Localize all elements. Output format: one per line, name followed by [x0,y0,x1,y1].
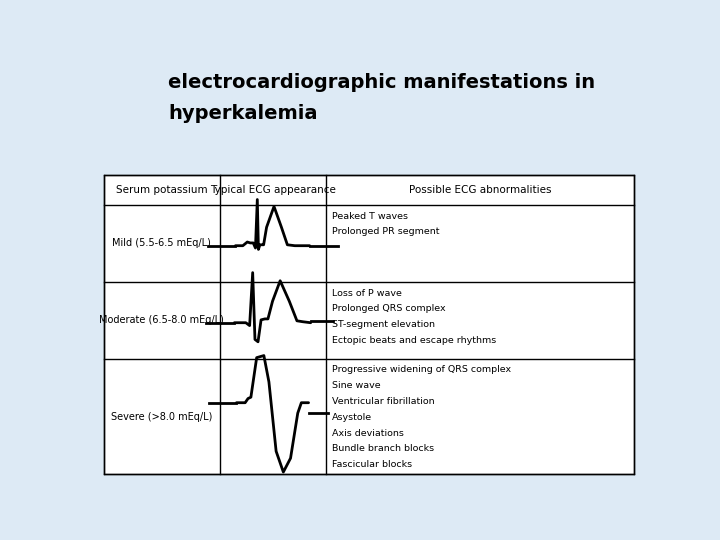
Text: Axis deviations: Axis deviations [332,429,404,437]
Text: Loss of P wave: Loss of P wave [332,288,402,298]
Text: Prolonged PR segment: Prolonged PR segment [332,227,440,237]
Text: Severe (>8.0 mEq/L): Severe (>8.0 mEq/L) [111,411,212,422]
Text: Moderate (6.5-8.0 mEq/L): Moderate (6.5-8.0 mEq/L) [99,315,224,325]
Text: Peaked T waves: Peaked T waves [332,212,408,220]
Text: Progressive widening of QRS complex: Progressive widening of QRS complex [332,366,511,374]
Bar [104,175,634,474]
Text: Ectopic beats and escape rhythms: Ectopic beats and escape rhythms [332,336,497,345]
Text: Asystole: Asystole [332,413,372,422]
Text: Bundle branch blocks: Bundle branch blocks [332,444,434,454]
Text: Mild (5.5-6.5 mEq/L): Mild (5.5-6.5 mEq/L) [112,238,211,248]
Text: Typical ECG appearance: Typical ECG appearance [210,185,336,195]
Text: ST-segment elevation: ST-segment elevation [332,320,435,329]
Text: Serum potassium: Serum potassium [116,185,207,195]
Text: electrocardiographic manifestations in: electrocardiographic manifestations in [168,73,595,92]
Text: Prolonged QRS complex: Prolonged QRS complex [332,305,446,313]
Text: Fascicular blocks: Fascicular blocks [332,460,413,469]
Text: Possible ECG abnormalities: Possible ECG abnormalities [408,185,551,195]
Text: Sine wave: Sine wave [332,381,381,390]
Text: Ventricular fibrillation: Ventricular fibrillation [332,397,435,406]
Text: hyperkalemia: hyperkalemia [168,104,318,123]
